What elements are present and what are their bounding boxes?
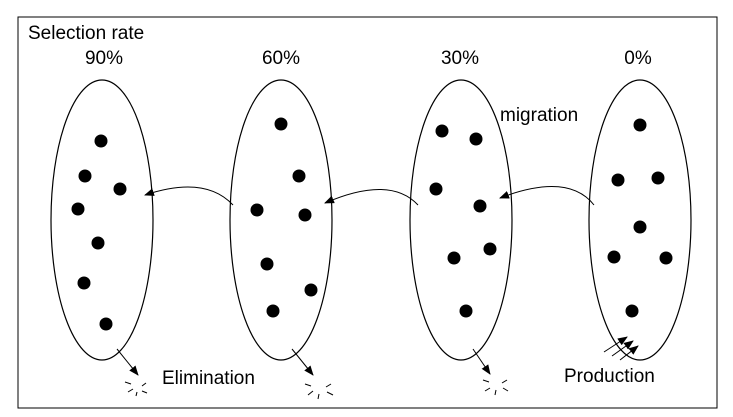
individual [429,182,443,196]
elimination-arrows [116,348,491,376]
individual [625,304,639,318]
title: Selection rate [28,23,144,44]
stroke [141,390,148,394]
individual [304,283,318,297]
stroke [291,348,314,376]
individual [113,182,127,196]
migration-label: migration [500,105,578,126]
stroke [135,391,138,397]
stroke [603,336,628,353]
population [229,79,333,361]
individual [473,199,487,213]
populations [50,79,692,361]
population [588,79,692,361]
stroke [499,186,595,206]
individual [274,117,288,131]
stroke [494,389,497,396]
rate-label: 90% [85,48,123,69]
stroke [484,387,491,392]
individual [71,202,85,216]
individual [651,171,665,185]
stroke [127,388,134,393]
individual [659,251,673,265]
individual [266,304,280,318]
stroke [501,379,508,384]
individual [298,208,312,222]
population [409,79,513,361]
individual [633,118,647,132]
migration-arrows [144,186,595,206]
individual [99,317,113,331]
stroke [611,340,634,357]
burst [124,379,509,400]
individual [447,251,461,265]
stroke [325,383,332,388]
rate-label: 0% [624,48,652,69]
stroke [502,387,509,392]
individual [250,203,264,217]
individual [611,173,625,187]
rate-label: 30% [441,48,479,69]
individual [260,257,274,271]
stroke [619,345,639,361]
individual [94,134,108,148]
individuals [71,117,673,331]
elimination-label: Elimination [162,368,255,389]
individual [78,169,92,183]
individual [77,276,91,290]
rate-label: 60% [262,48,300,69]
stroke [144,186,234,206]
production-arrows [603,336,639,361]
individual [607,250,621,264]
individual [633,220,647,234]
stroke [124,381,132,385]
stroke [324,189,419,206]
stroke [116,348,139,376]
production-label: Production [564,366,655,387]
individual [435,124,449,138]
frame [17,16,718,409]
stroke [472,348,491,375]
individual [459,304,473,318]
stroke [304,383,312,387]
stroke [307,390,314,396]
stroke [141,382,147,387]
individual [91,236,105,250]
stroke [482,379,490,383]
population [50,79,154,361]
individual [469,132,483,146]
individual [292,169,306,183]
stroke [326,391,334,396]
individual [483,242,497,256]
stroke [317,393,320,400]
